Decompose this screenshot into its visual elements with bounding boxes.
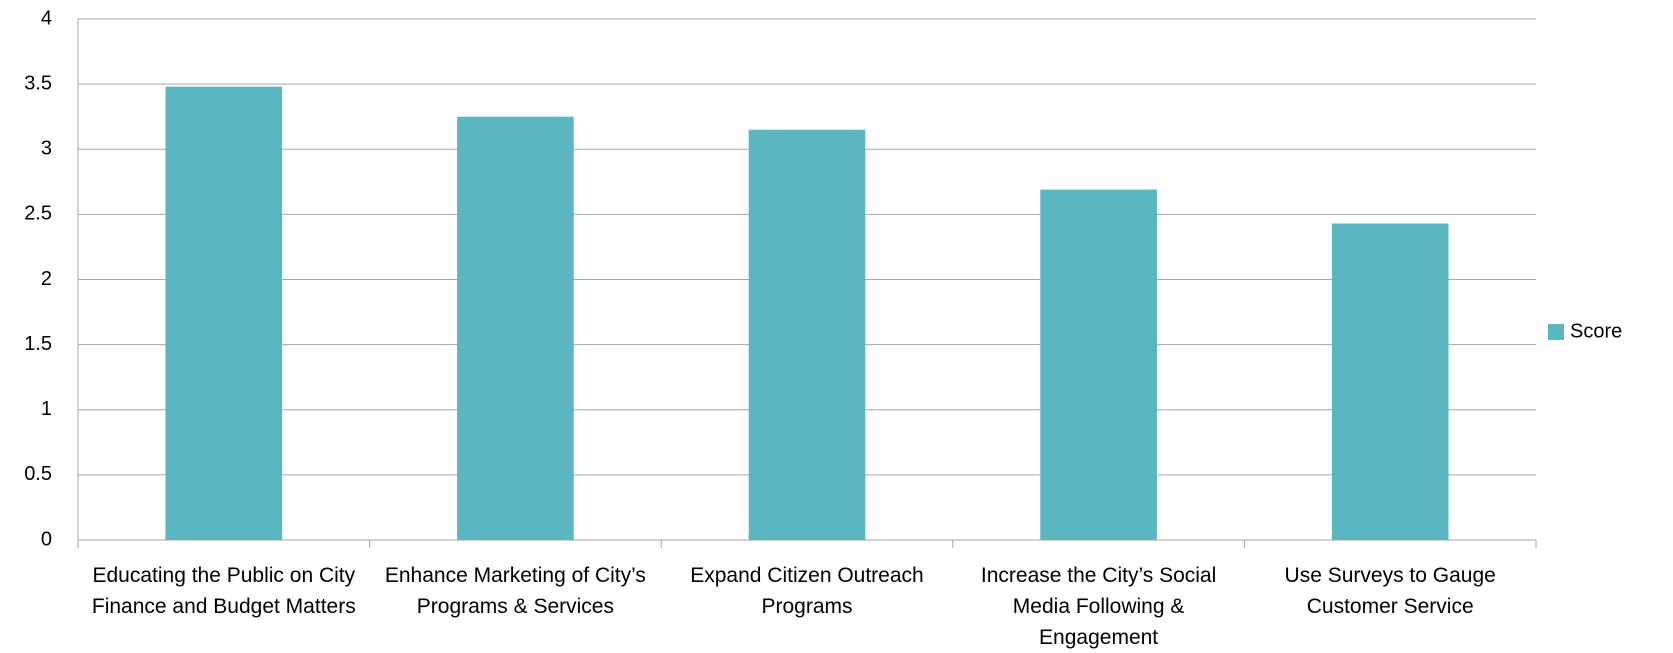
x-tick-label: Increase the City’s Social Media Followi…: [980, 564, 1217, 649]
y-tick-label: 3: [41, 138, 52, 160]
y-tick-label: 0: [41, 528, 52, 550]
x-tick-label: Expand Citizen Outreach Programs: [690, 564, 924, 618]
y-tick-label: 2: [41, 268, 52, 290]
y-tick-label: 3.5: [24, 72, 52, 94]
bar: [748, 129, 866, 540]
x-tick-label: Educating the Public on City Finance and…: [91, 564, 356, 618]
y-tick-label: 4: [41, 7, 52, 29]
x-tick-label: Use Surveys to Gauge Customer Service: [1284, 564, 1496, 618]
legend-label: Score: [1570, 320, 1622, 342]
y-tick-label: 0.5: [24, 463, 52, 485]
bar: [457, 116, 574, 540]
legend-swatch: [1548, 324, 1564, 340]
y-tick-label: 2.5: [24, 203, 52, 225]
bar: [165, 86, 283, 540]
y-tick-label: 1: [41, 398, 52, 420]
x-tick-label: Enhance Marketing of City’s Programs & S…: [384, 564, 646, 618]
bar: [1040, 189, 1157, 540]
y-tick-label: 1.5: [24, 333, 52, 355]
bar: [1331, 223, 1449, 540]
